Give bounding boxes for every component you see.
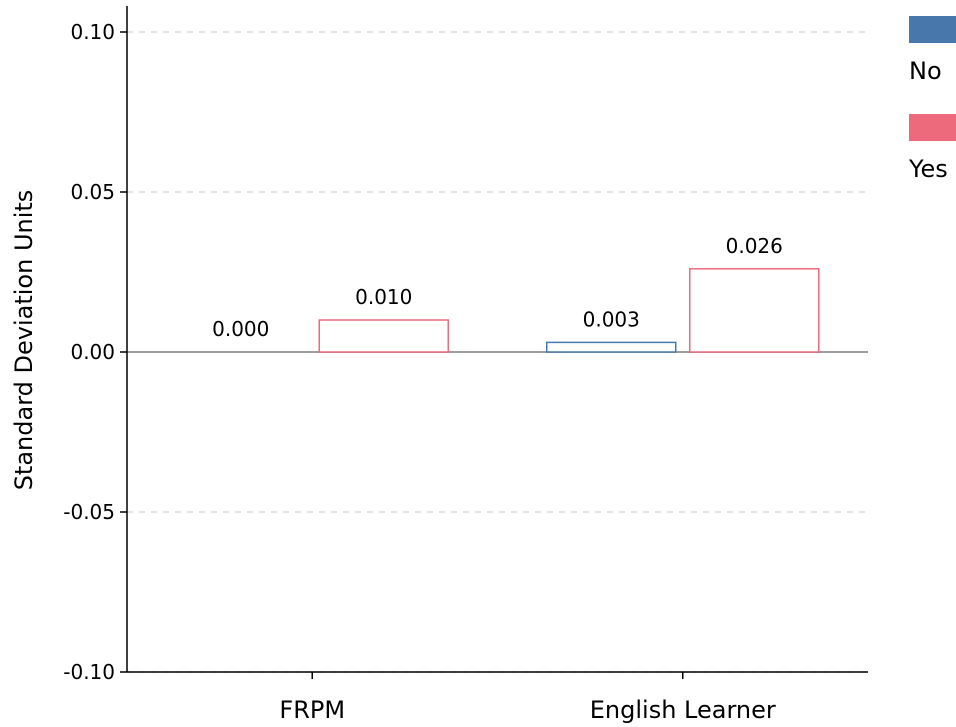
bar-no-1	[546, 341, 677, 353]
axes	[126, 6, 868, 673]
data-label: 0.026	[726, 234, 783, 258]
x-tick-label: FRPM	[279, 696, 345, 724]
legend-label: Yes	[908, 155, 948, 183]
y-tick-label: -0.10	[63, 660, 115, 684]
bar-yes-1	[689, 268, 820, 353]
y-ticks: 0.10 0.05 0.00 -0.05 -0.10	[63, 20, 127, 684]
legend-swatch-no	[909, 16, 956, 43]
y-axis-label: Standard Deviation Units	[10, 190, 38, 491]
data-labels: 0.000 0.010 0.003 0.026	[212, 234, 783, 341]
legend: No Yes	[908, 16, 956, 183]
data-label: 0.000	[212, 317, 269, 341]
legend-label: No	[909, 57, 942, 85]
bars	[318, 268, 820, 353]
data-label: 0.010	[355, 285, 412, 309]
legend-swatch-yes	[909, 114, 956, 141]
y-tick-label: -0.05	[63, 500, 115, 524]
y-tick-label: 0.05	[70, 180, 115, 204]
x-tick-label: English Learner	[590, 696, 776, 724]
y-tick-label: 0.00	[70, 340, 115, 364]
bar-yes-0	[318, 319, 449, 353]
y-tick-label: 0.10	[70, 20, 115, 44]
data-label: 0.003	[583, 307, 640, 331]
x-ticks: FRPM English Learner	[279, 672, 776, 724]
